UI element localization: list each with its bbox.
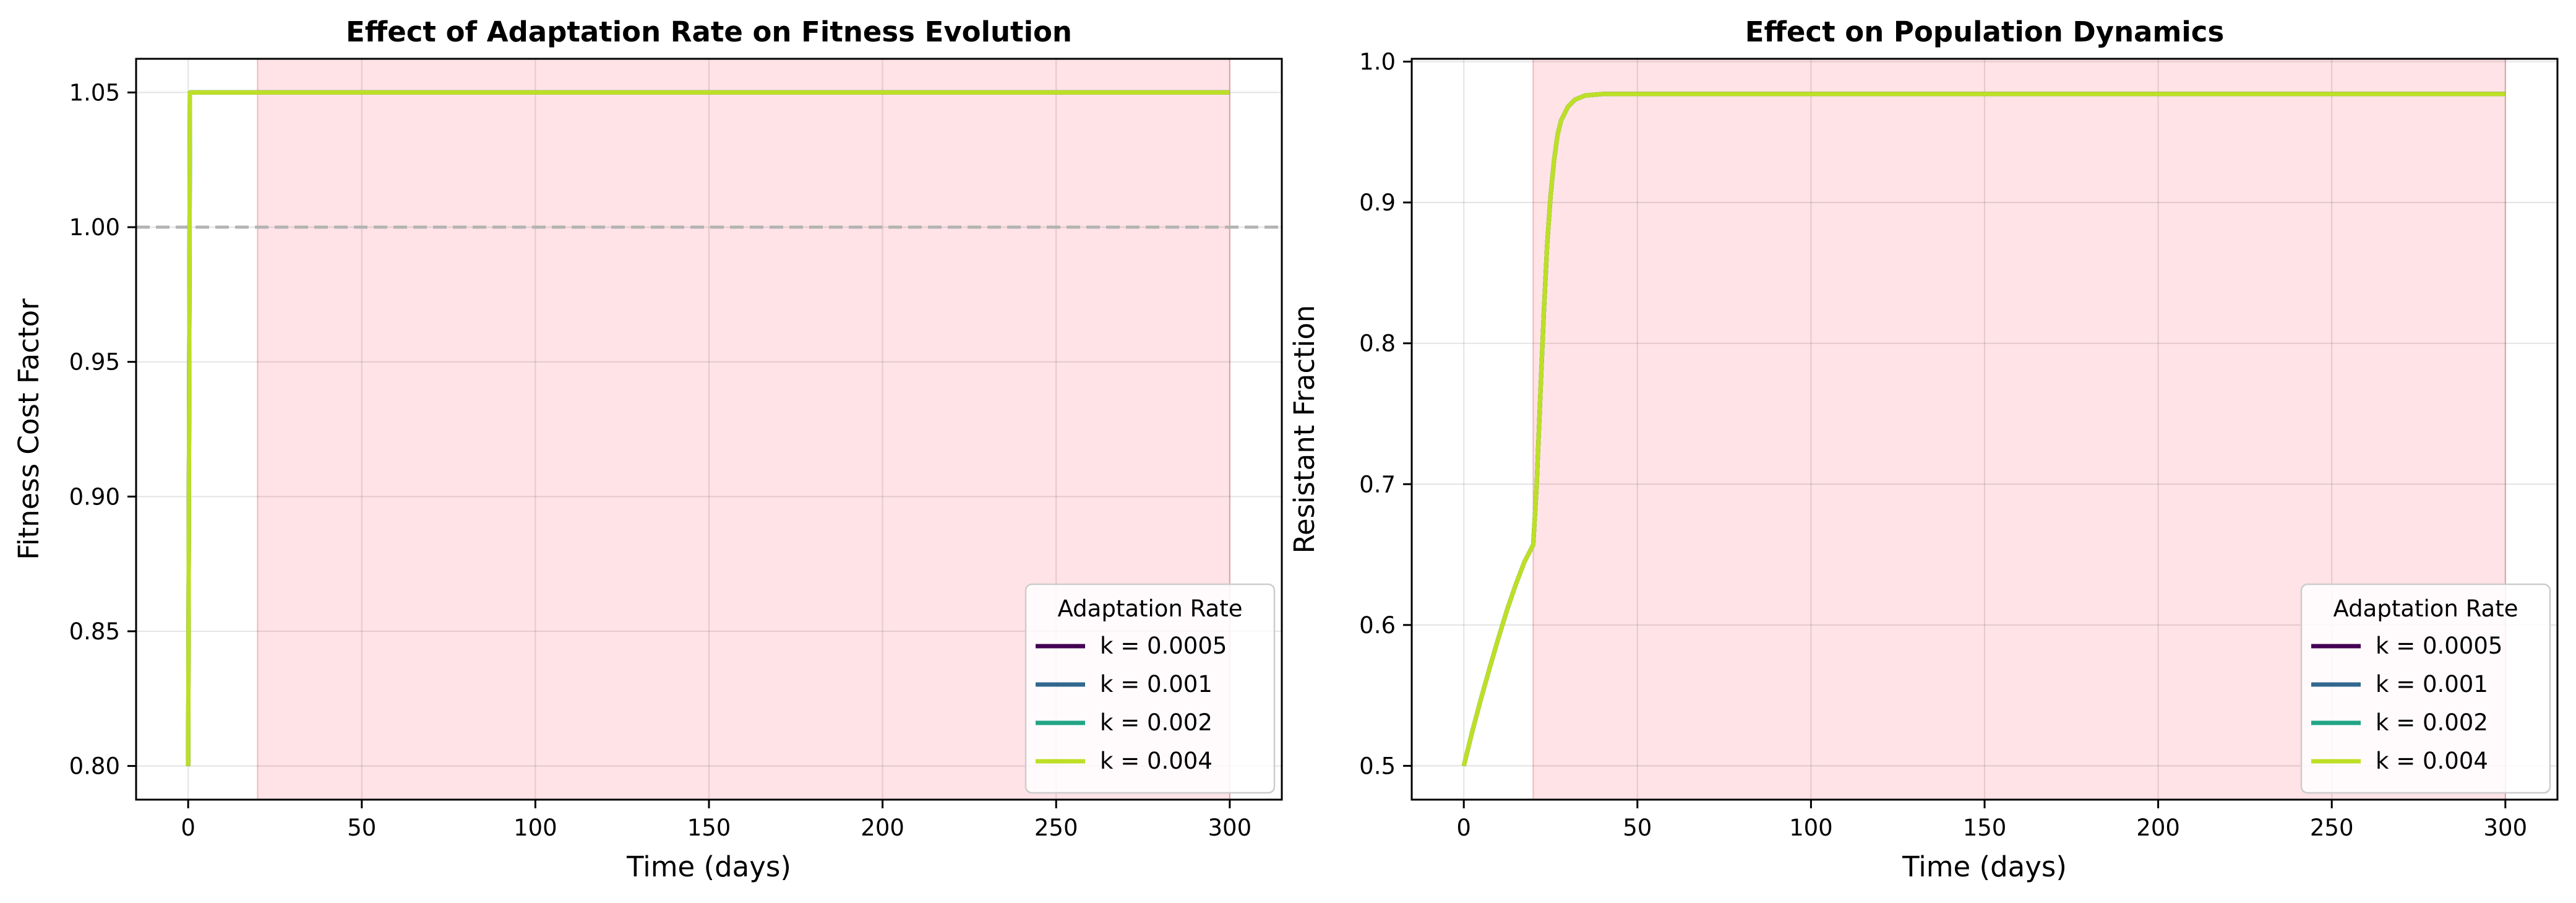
x-tick-label: 300 xyxy=(1208,814,1252,841)
legend: Adaptation Rate k = 0.0005 k = 0.001 k = 0.… xyxy=(1024,583,1276,794)
x-tick-label: 0 xyxy=(181,814,195,841)
y-tick-label: 1.05 xyxy=(69,79,120,106)
chart-population-dynamics: 0 50 100 150 200 250 300 0.5 0.6 0.7 0.8 0.9 1.0 Effe… xyxy=(1288,15,2559,883)
x-tick-label: 100 xyxy=(513,814,557,841)
series-line-3 xyxy=(1461,92,2505,767)
x-tick-label: 150 xyxy=(687,814,731,841)
legend-entry-0: k = 0.0005 xyxy=(2376,633,2502,659)
y-axis-label: Resistant Fraction xyxy=(1288,305,1321,554)
x-tick-label: 50 xyxy=(347,814,376,841)
x-axis-label: Time (days) xyxy=(1902,850,2067,883)
x-tick-label: 200 xyxy=(861,814,904,841)
chart-fitness-evolution: 0 50 100 150 200 250 300 0.80 0.85 0.90 0.95 1.00 1.… xyxy=(12,15,1283,883)
y-tick-label: 0.80 xyxy=(69,753,120,780)
legend-entry-1: k = 0.001 xyxy=(1100,671,1213,698)
legend-entry-3: k = 0.004 xyxy=(1100,748,1213,774)
x-tick-label: 250 xyxy=(2310,814,2354,841)
x-tick-label: 0 xyxy=(1456,814,1471,841)
y-tick-label: 1.0 xyxy=(1359,49,1396,76)
legend-entry-2: k = 0.002 xyxy=(1100,709,1213,736)
legend-entry-2: k = 0.002 xyxy=(2376,709,2488,736)
y-axis-label: Fitness Cost Factor xyxy=(12,298,45,560)
series-line-3 xyxy=(186,90,1230,766)
x-tick-label: 150 xyxy=(1963,814,2007,841)
y-tick-label: 0.85 xyxy=(69,618,120,645)
y-tick-label: 0.6 xyxy=(1359,612,1396,639)
legend-title: Adaptation Rate xyxy=(1058,595,1243,622)
chart-title: Effect of Adaptation Rate on Fitness Evo… xyxy=(346,15,1072,48)
x-tick-label: 100 xyxy=(1789,814,1833,841)
x-tick-label: 250 xyxy=(1034,814,1078,841)
legend: Adaptation Rate k = 0.0005 k = 0.001 k = 0.… xyxy=(2300,583,2551,794)
x-tick-label: 300 xyxy=(2484,814,2528,841)
y-tick-label: 0.8 xyxy=(1359,331,1396,357)
legend-entry-3: k = 0.004 xyxy=(2376,748,2488,774)
x-tick-label: 200 xyxy=(2136,814,2180,841)
legend-box xyxy=(2300,583,2551,794)
y-tick-label: 0.90 xyxy=(69,483,120,510)
legend-entry-0: k = 0.0005 xyxy=(1100,633,1227,659)
y-tick-label: 0.7 xyxy=(1359,471,1396,498)
y-tick-label: 1.00 xyxy=(69,214,120,241)
x-axis-label: Time (days) xyxy=(626,850,791,883)
legend-title: Adaptation Rate xyxy=(2333,595,2518,622)
y-tick-label: 0.95 xyxy=(69,349,120,376)
legend-entry-1: k = 0.001 xyxy=(2376,671,2488,698)
y-tick-label: 0.9 xyxy=(1359,189,1396,216)
chart-title: Effect on Population Dynamics xyxy=(1745,15,2225,48)
x-tick-label: 50 xyxy=(1623,814,1652,841)
legend-box xyxy=(1024,583,1276,794)
y-tick-label: 0.5 xyxy=(1359,753,1396,779)
